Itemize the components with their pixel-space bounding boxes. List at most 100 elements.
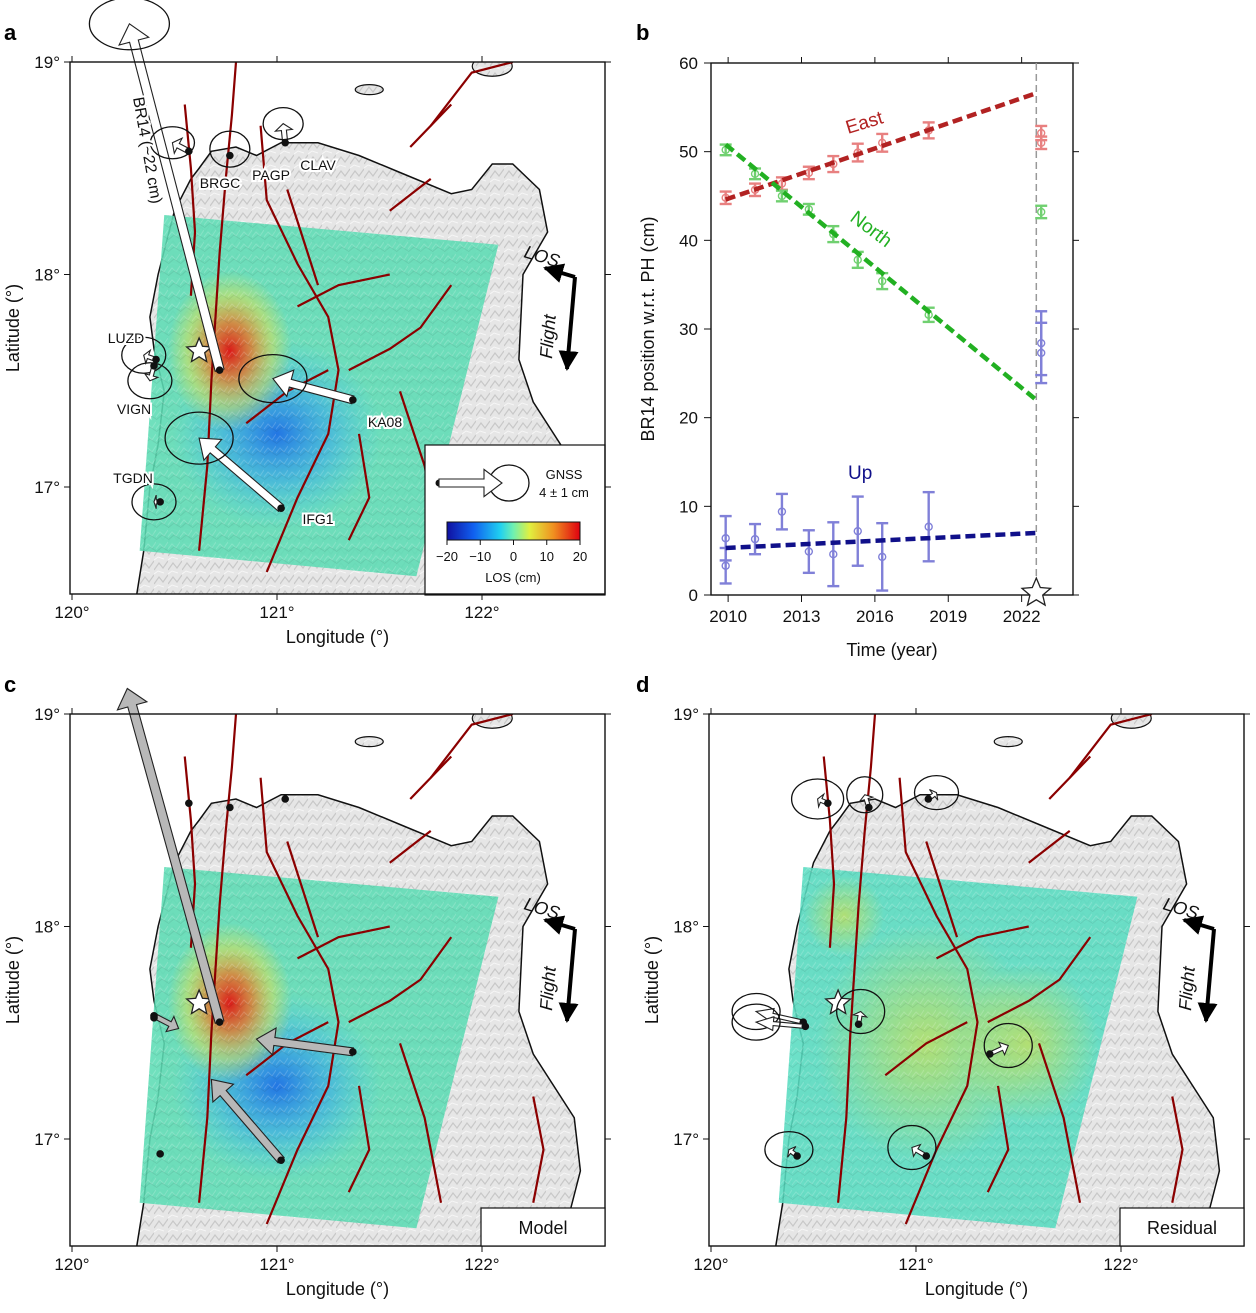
x-tick-label: 122° [464, 603, 499, 622]
station-dot-ifg1 [277, 504, 285, 513]
error-ellipse-brgc [149, 126, 196, 160]
error-ellipse-tgdn [131, 483, 177, 521]
y-tick-label: 60 [679, 54, 698, 73]
y-tick-label: 40 [679, 231, 698, 250]
fault-line-8 [409, 755, 453, 800]
station-dot-brr [215, 366, 224, 374]
fault-line-12 [389, 178, 432, 212]
fault-line-2 [259, 125, 340, 573]
fault-line-2 [259, 777, 340, 1225]
x-axis-label: Longitude (°) [286, 1279, 389, 1299]
y-tick-label: 18° [34, 266, 60, 285]
station-dot-brr [215, 1018, 224, 1026]
fault-line-12 [389, 830, 432, 864]
y-tick-label: 10 [679, 497, 698, 516]
colorbar-tick-label: 20 [573, 549, 587, 564]
x-tick-label: 122° [1103, 1255, 1138, 1274]
y-axis-label: Latitude (°) [642, 936, 662, 1024]
map-frame [69, 61, 606, 595]
fault-line-0 [198, 714, 238, 1203]
y-tick-label: 19° [34, 53, 60, 72]
fault-line-2 [898, 777, 979, 1225]
legend-gnss-arrow [438, 468, 503, 498]
station-dot-ka08 [349, 1048, 357, 1056]
y-tick-label: 18° [34, 918, 60, 937]
data-point-east [777, 179, 787, 188]
station-dot-ifg1 [922, 1152, 931, 1160]
fault-line-12 [1028, 830, 1071, 864]
station-dot-ifg1 [277, 1156, 285, 1165]
data-point-north [878, 276, 887, 286]
trend-line-north [724, 142, 1038, 402]
y-tick-label: 18° [673, 918, 699, 937]
los-arrow-icon [543, 915, 576, 935]
station-label-tgdn: TGDN [113, 470, 153, 486]
fault-line-11 [347, 433, 371, 541]
y-tick-label: 19° [673, 705, 699, 724]
model-vector-brr [116, 687, 225, 1024]
station-dot-ka08 [349, 396, 357, 404]
colorbar-tick-label: 10 [540, 549, 554, 564]
plot-frame [710, 62, 1074, 596]
gnss-vector-ka08 [272, 369, 355, 405]
trend-line-up [725, 530, 1037, 551]
station-dot-brgc [824, 799, 832, 808]
data-point-east [1037, 138, 1046, 148]
x-tick-label: 120° [54, 603, 89, 622]
residual-ellipse-brgc [790, 778, 845, 820]
fault-line-9 [1037, 1043, 1082, 1203]
y-tick-label: 30 [679, 320, 698, 339]
y-tick-label: 50 [679, 143, 698, 162]
map-inner [70, 714, 605, 1246]
x-axis-label: Time (year) [846, 640, 937, 660]
swath-texture [139, 215, 499, 577]
fault-line-4 [348, 284, 453, 372]
fault-line-8 [1048, 755, 1092, 800]
data-point-north [1037, 207, 1046, 217]
flight-label: Flight [536, 313, 560, 360]
y-axis-label: Latitude (°) [3, 284, 23, 372]
fault-line-8 [409, 103, 453, 148]
panel-letter-b: b [636, 20, 649, 45]
panel-type-label: Residual [1147, 1218, 1217, 1238]
residual-ellipse-ph [836, 988, 886, 1035]
x-tick-label: 120° [693, 1255, 728, 1274]
fault-line-5 [935, 925, 1029, 960]
data-point-up [829, 550, 838, 559]
panel-type-box [480, 1207, 606, 1247]
residual-ellipse-ka08 [983, 1022, 1033, 1069]
colorbar-tick-label: −20 [436, 549, 458, 564]
data-point-up [804, 547, 814, 556]
fault-line-7 [1068, 714, 1153, 779]
legend-gnss-label: GNSS [546, 467, 583, 482]
data-point-up [777, 507, 787, 516]
station-dot-clav [281, 138, 290, 147]
y-axis-label: BR14 position w.r.t. PH (cm) [638, 216, 658, 441]
station-dot-0 [185, 799, 193, 808]
y-tick-label: 17° [34, 478, 60, 497]
colorbar-tick-label: −10 [469, 549, 491, 564]
fault-line-3 [286, 841, 320, 938]
fault-line-9 [398, 1043, 443, 1203]
station-label-luzd: LUZD [108, 330, 145, 346]
panel-letter-a: a [4, 20, 17, 45]
gnss-vector-brr [118, 22, 225, 372]
station-label-vign: VIGN [117, 401, 151, 417]
y-tick-label: 19° [34, 705, 60, 724]
station-dot-vign [801, 1022, 810, 1031]
data-point-up [924, 522, 933, 531]
x-axis-label: Longitude (°) [286, 627, 389, 647]
los-arrow-icon [543, 263, 576, 283]
fault-line-10 [1171, 1096, 1184, 1203]
error-ellipse-ifg1 [164, 411, 234, 465]
station-label-ifg1: IFG1 [302, 511, 333, 527]
x-tick-label: 2010 [709, 607, 747, 626]
x-tick-label: 2016 [856, 607, 894, 626]
y-tick-label: 20 [679, 409, 698, 428]
error-ellipse-luzd [121, 336, 167, 374]
residual-ellipse-luzd [731, 992, 781, 1031]
station-label-clav: CLAV [300, 157, 336, 173]
island-small [354, 736, 384, 748]
